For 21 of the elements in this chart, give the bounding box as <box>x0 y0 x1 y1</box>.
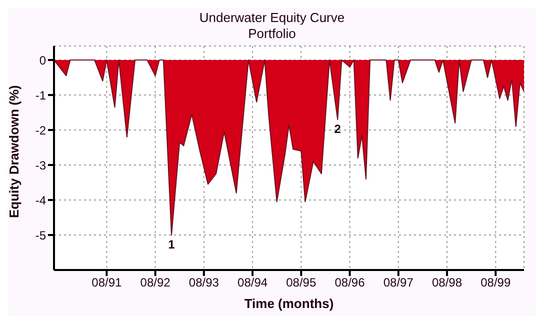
y-tick-label: -5 <box>35 228 46 242</box>
x-tick-label: 08/92 <box>140 276 171 290</box>
x-tick-label: 08/93 <box>188 276 220 290</box>
x-tick-label: 08/96 <box>334 276 366 290</box>
annotation: 1 <box>168 238 176 252</box>
x-tick-label: 08/98 <box>432 276 462 290</box>
y-tick-label: -3 <box>35 158 46 172</box>
y-tick-label: -2 <box>35 123 46 138</box>
x-tick-label: 08/97 <box>383 276 414 290</box>
y-tick-label: -1 <box>35 88 46 102</box>
x-tick-label: 08/95 <box>286 276 316 290</box>
x-tick-label: 08/94 <box>238 276 268 290</box>
annotation: 2 <box>334 122 342 136</box>
y-tick-label: -4 <box>35 193 46 208</box>
chart-subtitle: Portfolio <box>247 26 297 42</box>
x-axis-title: Time (months) <box>244 296 334 311</box>
y-tick-label: 0 <box>39 53 46 68</box>
chart-title: Underwater Equity Curve <box>198 10 346 26</box>
y-axis-title: Equity Drawdown (%) <box>6 85 22 218</box>
x-tick-label: 08/99 <box>480 276 511 290</box>
x-tick-label: 08/91 <box>92 276 122 290</box>
